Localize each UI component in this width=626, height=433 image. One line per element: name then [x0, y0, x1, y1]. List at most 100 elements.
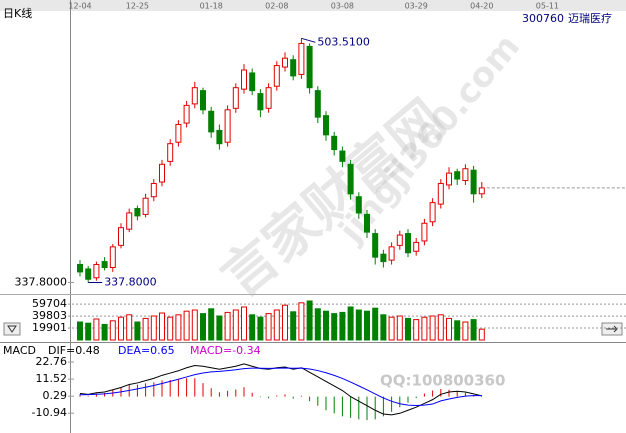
- y-tick-label: -10.94: [32, 406, 67, 419]
- volume-bar: [200, 313, 206, 341]
- candle-body: [364, 213, 370, 233]
- candle-body: [347, 163, 354, 195]
- x-tick-label: 05-11: [536, 2, 559, 11]
- volume-bar: [421, 316, 428, 341]
- candle-body: [429, 202, 436, 223]
- candle-body: [216, 129, 223, 145]
- volume-bar: [388, 316, 395, 341]
- volume-bar: [290, 311, 297, 341]
- candle-body: [306, 45, 313, 89]
- x-tick-label: 01-18: [200, 2, 223, 11]
- candle-body: [323, 115, 329, 136]
- volume-bar: [413, 319, 420, 341]
- y-tick-label: 0.29: [43, 389, 68, 402]
- y-tick-label: 22.76: [36, 355, 68, 368]
- volume-bar: [314, 308, 321, 341]
- volume-bar: [101, 323, 108, 341]
- candle-body: [109, 246, 116, 268]
- volume-bar: [134, 321, 141, 341]
- candle-body: [85, 268, 92, 280]
- macd-line: [79, 363, 482, 416]
- volume-bar: [323, 310, 329, 341]
- candle-body: [355, 196, 362, 214]
- candle-body: [462, 168, 469, 182]
- candle-body: [331, 135, 338, 151]
- y-tick-label: 19901: [32, 321, 67, 334]
- candle-body: [142, 197, 149, 215]
- candle-body: [159, 163, 165, 183]
- candle-body: [208, 110, 215, 133]
- collapse-button[interactable]: [3, 322, 21, 336]
- volume-bar: [355, 309, 362, 341]
- candle-body: [339, 150, 346, 162]
- candle-body: [446, 172, 452, 186]
- candle-body: [93, 264, 100, 279]
- volume-bar: [191, 309, 198, 341]
- volume-bar: [478, 328, 485, 341]
- volume-bar: [167, 316, 174, 341]
- volume-bar: [183, 310, 190, 341]
- y-tick-label: 59704: [32, 297, 67, 310]
- volume-bar: [339, 311, 346, 341]
- candle-body: [314, 90, 321, 118]
- candle-body: [101, 261, 108, 268]
- volume-bar: [208, 308, 215, 341]
- x-tick-label: 04-20: [470, 2, 493, 11]
- candle-body: [249, 72, 256, 92]
- volume-bar: [159, 312, 165, 341]
- volume-bar: [429, 315, 436, 341]
- y-tick-label: 11.52: [36, 372, 68, 385]
- volume-bar: [77, 321, 83, 341]
- y-tick-label: 337.8000: [15, 276, 68, 289]
- candle-body: [77, 264, 83, 273]
- candle-body: [437, 182, 444, 205]
- candle-body: [167, 143, 174, 162]
- volume-bar: [298, 302, 305, 341]
- volume-bar: [93, 318, 100, 341]
- volume-bar: [462, 321, 469, 341]
- scroll-icon: [606, 325, 618, 333]
- volume-bar: [470, 319, 477, 341]
- candle-body: [470, 169, 477, 195]
- annotation: 337.8000: [104, 276, 157, 289]
- volume-bar: [372, 307, 379, 341]
- x-tick-label: 12-04: [68, 2, 91, 11]
- legend-entry: DIF=0.48: [48, 344, 100, 357]
- date-strip: [0, 0, 626, 11]
- candle-body: [150, 182, 157, 198]
- candle-body: [298, 42, 305, 75]
- candle-body: [183, 104, 190, 124]
- candle-body: [118, 227, 124, 246]
- candle-body: [290, 59, 297, 77]
- candle-body: [372, 233, 379, 258]
- collapse-icon: [7, 325, 17, 333]
- legend-entry: DEA=0.65: [118, 344, 175, 357]
- stock-code: 300760: [522, 12, 564, 25]
- volume-bar: [282, 304, 288, 341]
- volume-bar: [347, 306, 354, 341]
- annotation: 503.5100: [317, 35, 370, 48]
- candle-body: [241, 69, 247, 90]
- candle-body: [191, 87, 198, 105]
- candle-body: [265, 87, 272, 109]
- volume-bar: [396, 315, 403, 341]
- macd-title: MACD: [3, 344, 36, 357]
- x-tick-label: 12-25: [126, 2, 149, 11]
- candle-body: [126, 212, 133, 230]
- volume-bar: [142, 317, 149, 341]
- volume-bar: [257, 316, 264, 341]
- candle-body: [175, 124, 182, 143]
- chart-title: 日K线: [3, 6, 32, 20]
- volume-bar: [216, 315, 223, 341]
- candle-body: [282, 57, 288, 68]
- volume-bar: [364, 310, 370, 341]
- candle-body: [224, 109, 231, 143]
- y-tick-label: 39803: [32, 309, 67, 322]
- legend-entry: MACD=-0.34: [190, 344, 261, 357]
- volume-bar: [249, 314, 256, 341]
- volume-bar: [454, 320, 461, 341]
- volume-bar: [265, 313, 272, 341]
- annotation-leader: [301, 37, 316, 43]
- volume-bar: [380, 314, 387, 341]
